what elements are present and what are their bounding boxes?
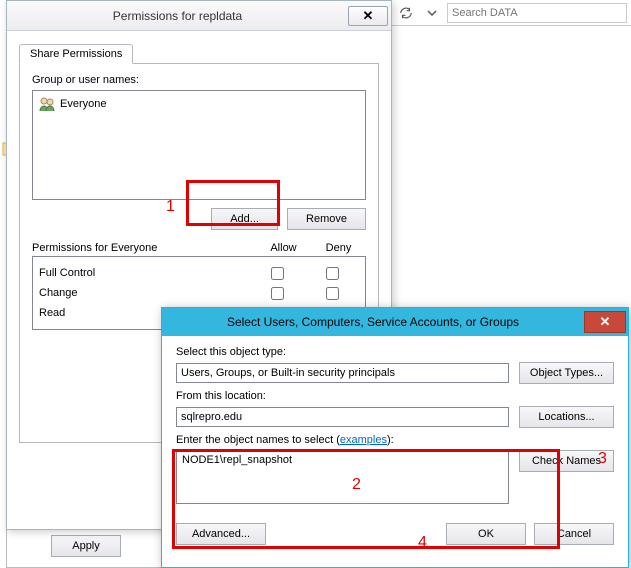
examples-link[interactable]: examples [340, 434, 387, 446]
group-label: Group or user names: [32, 74, 366, 86]
select-users-window: Select Users, Computers, Service Account… [161, 307, 629, 568]
perm-for-label: Permissions for Everyone [32, 240, 256, 256]
permissions-header: Permissions for Everyone Allow Deny [32, 240, 366, 256]
permissions-title: Permissions for repldata [7, 9, 348, 23]
permission-row: Full Control [39, 263, 359, 283]
permission-row: Change [39, 283, 359, 303]
allow-label: Allow [256, 240, 311, 256]
select-titlebar: Select Users, Computers, Service Account… [162, 308, 628, 336]
allow-checkbox[interactable] [271, 267, 284, 280]
explorer-toolbar [391, 0, 631, 26]
deny-label: Deny [311, 240, 366, 256]
permission-name: Full Control [39, 267, 249, 279]
apply-button-under[interactable]: Apply [51, 535, 121, 557]
search-input[interactable] [447, 3, 627, 23]
names-label-suffix: ): [387, 434, 394, 446]
group-icon [39, 96, 55, 112]
close-icon[interactable]: ✕ [348, 6, 388, 26]
location-field[interactable] [176, 407, 509, 427]
deny-checkbox[interactable] [326, 267, 339, 280]
close-icon[interactable]: ✕ [584, 311, 626, 333]
tab-share-permissions[interactable]: Share Permissions [19, 44, 133, 64]
permissions-titlebar: Permissions for repldata ✕ [7, 1, 391, 31]
allow-checkbox[interactable] [271, 287, 284, 300]
deny-checkbox[interactable] [326, 287, 339, 300]
names-label-prefix: Enter the object names to select ( [176, 434, 340, 446]
object-types-button[interactable]: Object Types... [519, 362, 614, 384]
list-item[interactable]: Everyone [37, 95, 361, 113]
cancel-button[interactable]: Cancel [534, 523, 614, 545]
advanced-button[interactable]: Advanced... [176, 523, 266, 545]
dropdown-icon[interactable] [421, 3, 443, 23]
ok-button[interactable]: OK [446, 523, 526, 545]
locations-button[interactable]: Locations... [519, 406, 614, 428]
user-name: Everyone [60, 98, 106, 110]
names-label: Enter the object names to select (exampl… [176, 434, 614, 446]
location-label: From this location: [176, 390, 614, 402]
remove-button[interactable]: Remove [287, 208, 366, 230]
add-button[interactable]: Add... [211, 208, 278, 230]
permission-name: Change [39, 287, 249, 299]
object-type-label: Select this object type: [176, 346, 614, 358]
user-list[interactable]: Everyone [32, 90, 366, 200]
object-type-field[interactable] [176, 363, 509, 383]
object-names-field[interactable] [176, 450, 509, 504]
select-title: Select Users, Computers, Service Account… [162, 315, 584, 329]
refresh-icon[interactable] [395, 3, 417, 23]
check-names-button[interactable]: Check Names [519, 450, 614, 472]
